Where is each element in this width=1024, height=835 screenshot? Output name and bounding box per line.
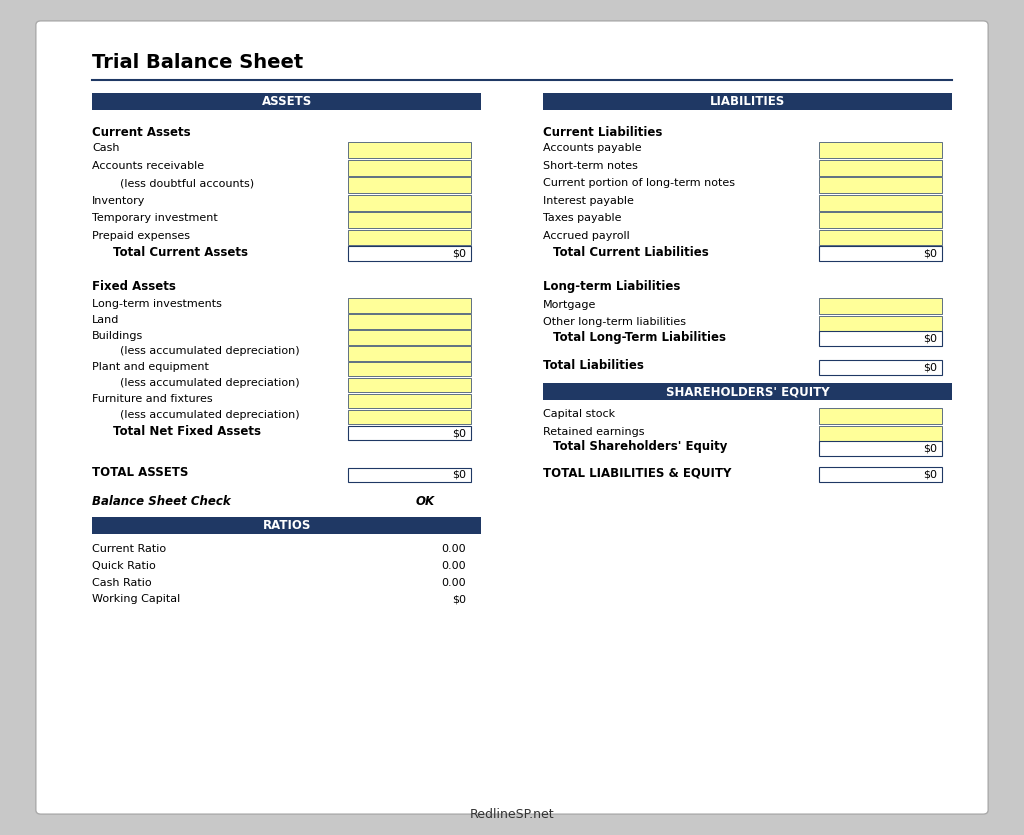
Text: SHAREHOLDERS' EQUITY: SHAREHOLDERS' EQUITY — [666, 385, 829, 398]
Text: Buildings: Buildings — [92, 331, 143, 341]
Bar — [348, 143, 471, 159]
Text: (less accumulated depreciation): (less accumulated depreciation) — [92, 347, 300, 357]
Text: Other long-term liabilities: Other long-term liabilities — [543, 317, 686, 327]
Text: $0: $0 — [923, 362, 937, 372]
Text: $0: $0 — [452, 249, 466, 259]
Text: Quick Ratio: Quick Ratio — [92, 561, 156, 571]
Text: (less accumulated depreciation): (less accumulated depreciation) — [92, 410, 300, 420]
Bar — [92, 518, 481, 534]
Text: Accounts payable: Accounts payable — [543, 144, 641, 154]
Text: $0: $0 — [452, 595, 466, 605]
Bar — [348, 195, 471, 210]
Bar — [348, 427, 471, 440]
Text: Trial Balance Sheet: Trial Balance Sheet — [92, 53, 303, 72]
Bar — [819, 230, 942, 245]
Text: Inventory: Inventory — [92, 195, 145, 205]
Text: Total Current Assets: Total Current Assets — [113, 245, 248, 259]
Bar — [348, 230, 471, 245]
Text: RATIOS: RATIOS — [262, 519, 311, 532]
Text: LIABILITIES: LIABILITIES — [710, 95, 785, 108]
Text: Balance Sheet Check: Balance Sheet Check — [92, 495, 230, 508]
Bar — [348, 362, 471, 377]
Bar — [348, 468, 471, 482]
Text: Total Shareholders' Equity: Total Shareholders' Equity — [553, 440, 727, 453]
Text: Total Net Fixed Assets: Total Net Fixed Assets — [113, 424, 261, 438]
Bar — [543, 383, 952, 400]
Text: Temporary investment: Temporary investment — [92, 213, 218, 223]
Text: (less accumulated depreciation): (less accumulated depreciation) — [92, 378, 300, 388]
Text: Mortgage: Mortgage — [543, 300, 596, 310]
Text: Total Liabilities: Total Liabilities — [543, 359, 644, 372]
Text: Accounts receivable: Accounts receivable — [92, 161, 204, 171]
Bar — [348, 246, 471, 261]
Text: $0: $0 — [923, 334, 937, 344]
Text: $0: $0 — [923, 443, 937, 453]
Bar — [348, 159, 471, 175]
Bar — [348, 314, 471, 329]
Text: Current Ratio: Current Ratio — [92, 544, 166, 554]
Bar — [543, 94, 952, 110]
Text: 0.00: 0.00 — [441, 544, 466, 554]
Bar — [348, 177, 471, 193]
Bar — [819, 331, 942, 347]
Bar — [819, 143, 942, 159]
Text: RedlineSP.net: RedlineSP.net — [470, 807, 554, 821]
Text: Accrued payroll: Accrued payroll — [543, 230, 630, 240]
Text: Long-term Liabilities: Long-term Liabilities — [543, 280, 680, 293]
Bar — [819, 159, 942, 175]
Bar — [819, 246, 942, 261]
Text: $0: $0 — [452, 470, 466, 480]
Text: Fixed Assets: Fixed Assets — [92, 280, 176, 293]
Bar — [819, 408, 942, 424]
Text: Current Assets: Current Assets — [92, 126, 190, 139]
Text: Furniture and fixtures: Furniture and fixtures — [92, 394, 213, 404]
Bar — [819, 316, 942, 331]
Text: TOTAL ASSETS: TOTAL ASSETS — [92, 466, 188, 479]
Bar — [819, 426, 942, 442]
Bar — [348, 410, 471, 424]
Text: (less doubtful accounts): (less doubtful accounts) — [92, 179, 254, 189]
Bar — [348, 331, 471, 345]
Text: Short-term notes: Short-term notes — [543, 161, 638, 171]
Text: Prepaid expenses: Prepaid expenses — [92, 230, 190, 240]
Text: OK: OK — [416, 495, 434, 508]
Bar — [819, 441, 942, 456]
Text: $0: $0 — [923, 249, 937, 259]
Text: Total Current Liabilities: Total Current Liabilities — [553, 245, 709, 259]
Text: Working Capital: Working Capital — [92, 595, 180, 605]
Bar — [348, 347, 471, 361]
Bar — [819, 195, 942, 210]
Bar — [819, 177, 942, 193]
Text: $0: $0 — [452, 428, 466, 438]
Text: $0: $0 — [923, 469, 937, 479]
Bar — [348, 378, 471, 392]
Bar — [348, 394, 471, 408]
Text: ASSETS: ASSETS — [261, 95, 312, 108]
Text: Taxes payable: Taxes payable — [543, 213, 622, 223]
Text: Plant and equipment: Plant and equipment — [92, 362, 209, 372]
Bar — [92, 94, 481, 110]
Text: 0.00: 0.00 — [441, 578, 466, 588]
Text: 0.00: 0.00 — [441, 561, 466, 571]
Text: Retained earnings: Retained earnings — [543, 427, 644, 437]
Text: Capital stock: Capital stock — [543, 409, 614, 419]
Text: Current portion of long-term notes: Current portion of long-term notes — [543, 179, 735, 189]
Bar — [348, 298, 471, 313]
Text: Cash: Cash — [92, 144, 120, 154]
Bar — [819, 212, 942, 228]
Text: TOTAL LIABILITIES & EQUITY: TOTAL LIABILITIES & EQUITY — [543, 466, 731, 479]
Text: Cash Ratio: Cash Ratio — [92, 578, 152, 588]
Text: Total Long-Term Liabilities: Total Long-Term Liabilities — [553, 331, 726, 343]
Bar — [819, 298, 942, 314]
Bar — [348, 212, 471, 228]
Text: Interest payable: Interest payable — [543, 195, 634, 205]
Text: Current Liabilities: Current Liabilities — [543, 126, 663, 139]
Text: Long-term investments: Long-term investments — [92, 299, 222, 309]
Text: Land: Land — [92, 315, 120, 325]
Bar — [819, 467, 942, 482]
Bar — [819, 360, 942, 375]
